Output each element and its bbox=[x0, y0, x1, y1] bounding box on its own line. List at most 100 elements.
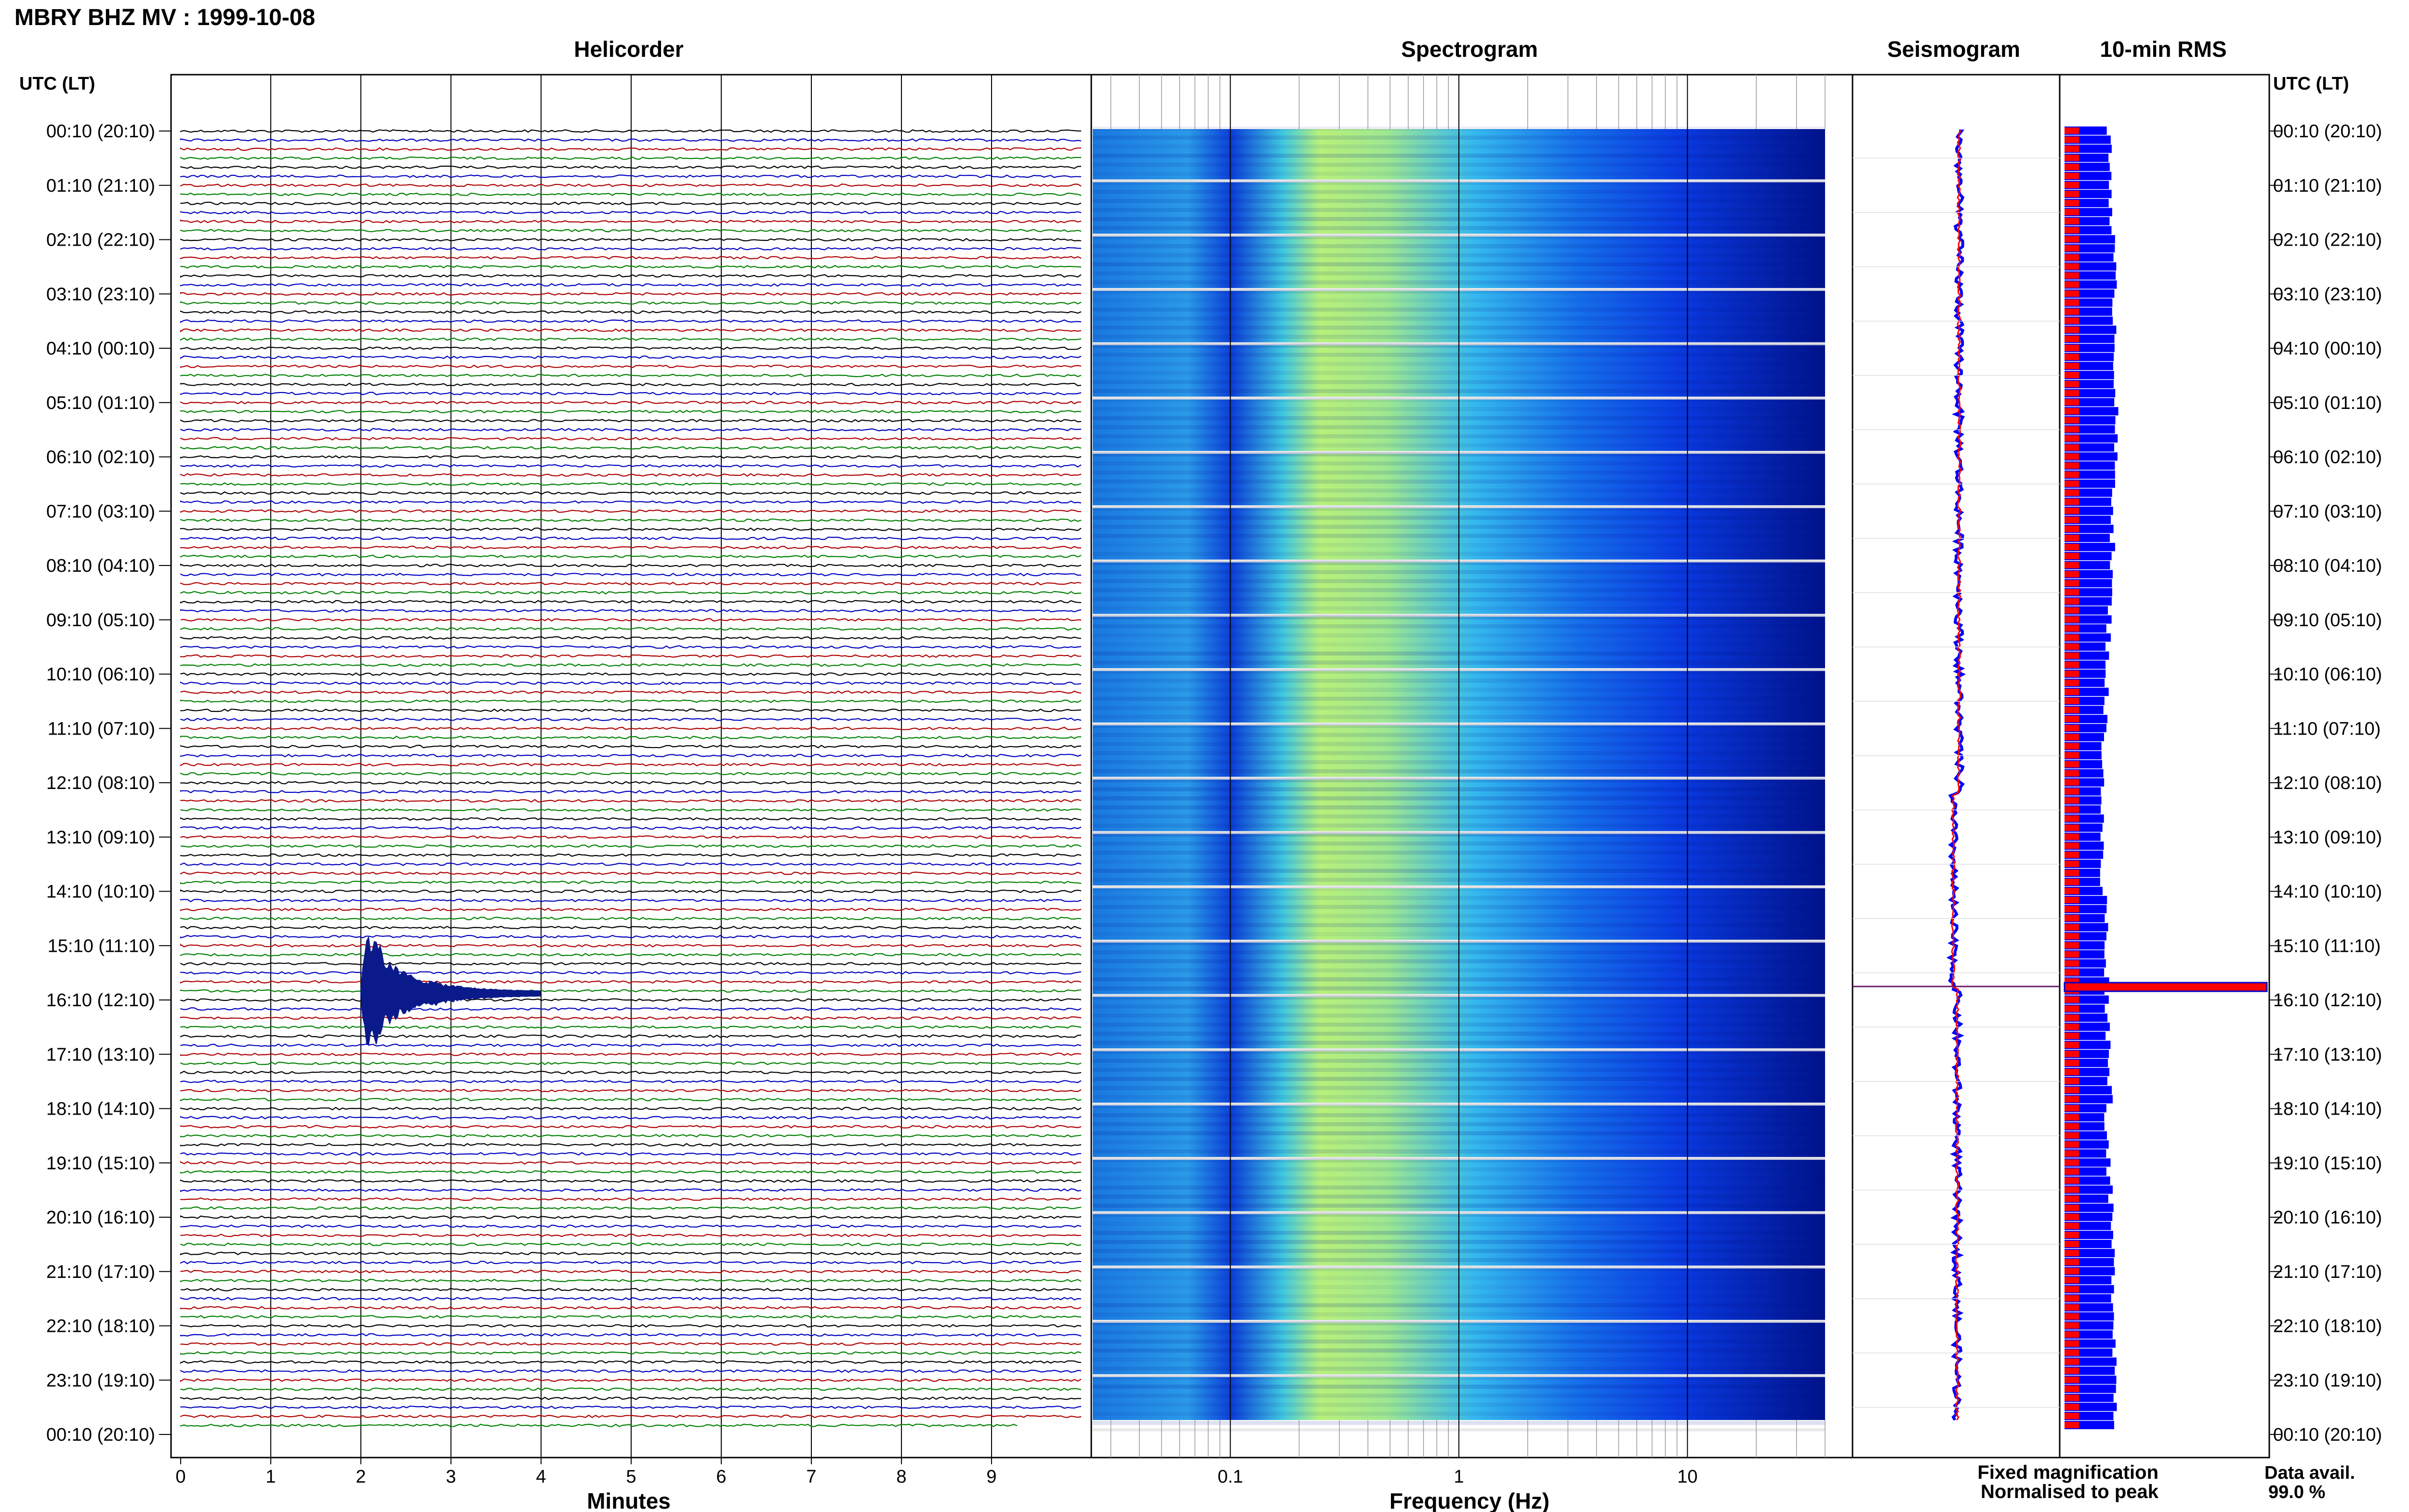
time-tick-label: 07:10 (03:10) bbox=[2273, 501, 2382, 522]
helicorder-trace bbox=[180, 980, 1082, 984]
helicorder-trace bbox=[180, 156, 1081, 160]
helicorder-trace bbox=[180, 581, 1082, 586]
rms-bar-normalised bbox=[2065, 1223, 2079, 1229]
helicorder-trace bbox=[180, 1007, 1082, 1011]
helicorder-trace bbox=[180, 1098, 1082, 1102]
rms-bar-normalised bbox=[2065, 299, 2079, 306]
helicorder-trace bbox=[180, 1197, 1082, 1201]
helicorder-trace bbox=[180, 971, 1082, 975]
helicorder-trace bbox=[180, 1079, 1082, 1083]
rms-bar-normalised bbox=[2065, 1277, 2079, 1284]
helicorder-trace bbox=[180, 799, 1082, 803]
rms-bar-normalised bbox=[2065, 544, 2079, 551]
helicorder-trace bbox=[180, 1170, 1082, 1174]
rms-bar-normalised bbox=[2065, 499, 2079, 505]
helicorder-trace bbox=[180, 772, 1082, 776]
helicorder-trace bbox=[180, 1125, 1082, 1129]
minute-tick-label: 2 bbox=[356, 1467, 366, 1487]
rms-bar-normalised bbox=[2065, 399, 2079, 406]
helicorder-trace bbox=[180, 1061, 1082, 1065]
right-time-header: UTC (LT) bbox=[2273, 74, 2349, 94]
rms-bar-normalised bbox=[2065, 1394, 2079, 1401]
rms-bar-normalised bbox=[2065, 1114, 2079, 1121]
helicorder-trace bbox=[180, 708, 1082, 712]
time-tick-label: 04:10 (00:10) bbox=[46, 339, 155, 359]
rms-bar-normalised bbox=[2065, 1141, 2079, 1148]
rms-bar-normalised bbox=[2065, 1096, 2079, 1103]
rms-bar-normalised bbox=[2065, 842, 2079, 849]
helicorder-trace bbox=[180, 1261, 1082, 1264]
rms-bar-normalised bbox=[2065, 1168, 2079, 1175]
helicorder-trace bbox=[180, 745, 1082, 749]
rms-bar-normalised bbox=[2065, 435, 2079, 442]
rms-bar-normalised bbox=[2065, 1241, 2079, 1248]
helicorder-trace bbox=[180, 636, 1082, 640]
rms-bar-normalised bbox=[2065, 761, 2079, 768]
rms-bar-normalised bbox=[2065, 688, 2079, 695]
rms-bar-normalised bbox=[2065, 851, 2079, 858]
rms-bar-normalised bbox=[2065, 634, 2079, 641]
time-tick-label: 10:10 (06:10) bbox=[2273, 665, 2382, 685]
helicorder-trace bbox=[180, 1396, 1082, 1400]
minute-tick-label: 0 bbox=[175, 1467, 185, 1487]
helicorder-trace bbox=[180, 600, 1082, 604]
rms-bar-normalised bbox=[2065, 172, 2079, 179]
helicorder-trace bbox=[180, 1414, 1082, 1419]
rms-bar-normalised bbox=[2065, 697, 2079, 704]
helicorder-trace bbox=[180, 192, 1082, 197]
rms-bar-normalised bbox=[2065, 915, 2079, 921]
helicorder-trace bbox=[180, 1360, 1082, 1364]
rms-bar-normalised bbox=[2065, 1087, 2079, 1093]
helicorder-trace bbox=[180, 1089, 1082, 1092]
rms-bar-normalised bbox=[2065, 127, 2079, 134]
helicorder-trace bbox=[180, 690, 1082, 694]
helicorder-trace bbox=[180, 889, 1082, 894]
minute-tick-label: 3 bbox=[446, 1467, 456, 1487]
legend-fixed-magnification: Fixed magnification bbox=[1977, 1462, 2158, 1483]
helicorder-trace bbox=[180, 917, 1082, 920]
rms-bar-normalised bbox=[2065, 896, 2079, 904]
helicorder-trace bbox=[180, 1106, 1082, 1111]
rms-bar-normalised bbox=[2065, 199, 2079, 207]
helicorder-trace bbox=[180, 790, 1082, 794]
rms-bar-normalised bbox=[2065, 290, 2079, 297]
minute-tick-label: 7 bbox=[806, 1467, 816, 1487]
seismogram-plot bbox=[1853, 130, 2060, 1421]
rms-bar-normalised bbox=[2065, 1177, 2079, 1184]
rms-bar-normalised bbox=[2065, 571, 2079, 578]
helicorder-trace bbox=[180, 1215, 1082, 1219]
rms-bar-normalised bbox=[2065, 888, 2079, 894]
time-tick-label: 11:10 (07:10) bbox=[48, 719, 155, 739]
time-tick-label: 17:10 (13:10) bbox=[2273, 1045, 2382, 1065]
rms-bar-normalised bbox=[2065, 1159, 2079, 1166]
rms-bar-normalised bbox=[2065, 906, 2079, 912]
helicorder-trace bbox=[180, 898, 1082, 902]
helicorder-trace bbox=[180, 455, 1082, 459]
helicorder-trace bbox=[180, 1143, 1082, 1147]
frequency-tick-label: 10 bbox=[1677, 1467, 1697, 1487]
frequency-axis: 0.1 1 10 bbox=[1218, 1467, 1697, 1487]
time-tick-label: 08:10 (04:10) bbox=[46, 556, 155, 576]
helicorder-trace bbox=[180, 699, 1082, 703]
helicorder-trace bbox=[180, 1288, 1082, 1292]
rms-bar-normalised bbox=[2065, 272, 2079, 279]
helicorder-trace bbox=[180, 1070, 1082, 1074]
time-tick-label: 00:10 (20:10) bbox=[46, 1425, 155, 1445]
rms-bar-normalised bbox=[2065, 254, 2079, 261]
seismogram-header: Seismogram bbox=[1887, 37, 2020, 62]
rms-bar-normalised bbox=[2065, 507, 2079, 514]
helicorder-trace bbox=[180, 1369, 1082, 1373]
helicorder-trace bbox=[180, 228, 1082, 233]
helicorder-trace bbox=[180, 998, 1082, 1002]
helicorder-trace bbox=[180, 573, 1082, 577]
helicorder-trace bbox=[180, 545, 1082, 550]
helicorder-trace bbox=[180, 736, 1082, 739]
rms-bar-normalised bbox=[2065, 489, 2079, 496]
minute-tick-label: 4 bbox=[536, 1467, 546, 1487]
rms-bar-normalised bbox=[2065, 344, 2079, 351]
time-tick-label: 07:10 (03:10) bbox=[46, 501, 155, 522]
time-tick-label: 13:10 (09:10) bbox=[46, 828, 155, 848]
time-tick-label: 21:10 (17:10) bbox=[2273, 1262, 2382, 1282]
helicorder-trace bbox=[180, 346, 1082, 350]
